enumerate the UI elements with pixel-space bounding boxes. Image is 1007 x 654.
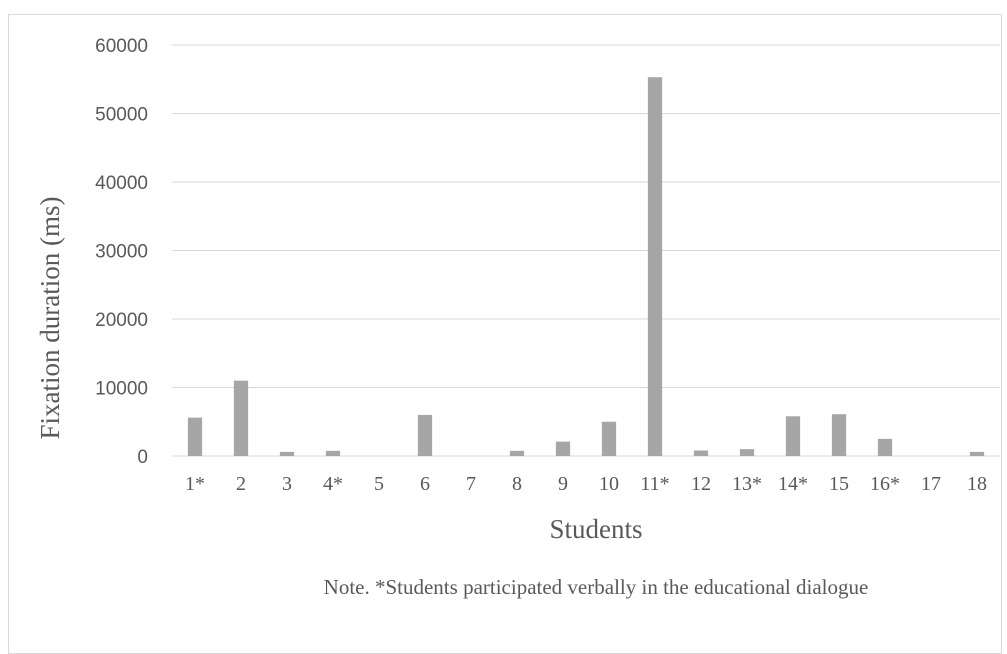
x-axis-title: Students — [549, 514, 642, 544]
x-tick-label: 5 — [374, 473, 384, 495]
y-axis-title: Fixation duration (ms) — [35, 197, 65, 440]
bar — [601, 421, 617, 456]
bar — [785, 416, 801, 456]
bar — [555, 441, 571, 456]
y-tick-label: 10000 — [95, 379, 148, 400]
chart-frame — [8, 14, 1002, 654]
x-tick-label: 1* — [185, 473, 205, 495]
bar — [233, 380, 249, 456]
bar — [693, 450, 709, 456]
x-tick-label: 2 — [236, 473, 246, 495]
y-tick-label: 40000 — [95, 173, 148, 194]
bar — [325, 450, 341, 456]
bar — [831, 414, 847, 456]
x-tick-label: 12 — [691, 473, 711, 495]
x-tick-label: 14* — [778, 473, 808, 495]
x-tick-label: 4* — [323, 473, 343, 495]
x-tick-label: 8 — [512, 473, 522, 495]
bar — [187, 417, 203, 456]
y-tick-label: 50000 — [95, 105, 148, 126]
x-tick-label: 16* — [870, 473, 900, 495]
gridlines — [172, 44, 1000, 457]
x-tick-label: 13* — [732, 473, 762, 495]
x-tick-label: 18 — [967, 473, 987, 495]
y-tick-label: 20000 — [95, 310, 148, 331]
chart-note: Note. *Students participated verbally in… — [324, 575, 869, 599]
x-tick-label: 17 — [921, 473, 941, 495]
y-tick-labels: 0 10000 20000 30000 40000 50000 60000 — [95, 36, 148, 468]
bar — [417, 414, 433, 456]
x-tick-label: 7 — [466, 473, 476, 495]
y-tick-label: 60000 — [95, 36, 148, 57]
bar — [877, 438, 893, 456]
bar — [647, 77, 663, 456]
x-tick-label: 6 — [420, 473, 430, 495]
bars — [187, 77, 985, 456]
bar — [739, 449, 755, 456]
y-tick-label: 30000 — [95, 242, 148, 263]
x-tick-label: 15 — [829, 473, 849, 495]
x-tick-label: 11* — [640, 473, 669, 495]
bar — [279, 451, 295, 456]
x-tick-label: 9 — [558, 473, 568, 495]
bar — [969, 451, 985, 456]
x-tick-label: 10 — [599, 473, 619, 495]
bar — [509, 450, 525, 456]
y-tick-label: 0 — [137, 447, 148, 468]
bar-chart: 0 10000 20000 30000 40000 50000 60000 1* 2 3 4* 5 6… — [35, 36, 1000, 599]
x-tick-labels: 1* 2 3 4* 5 6 7 8 9 10 11* 12 13* 14* 15 16* 17 18 — [185, 473, 987, 495]
x-tick-label: 3 — [282, 473, 292, 495]
